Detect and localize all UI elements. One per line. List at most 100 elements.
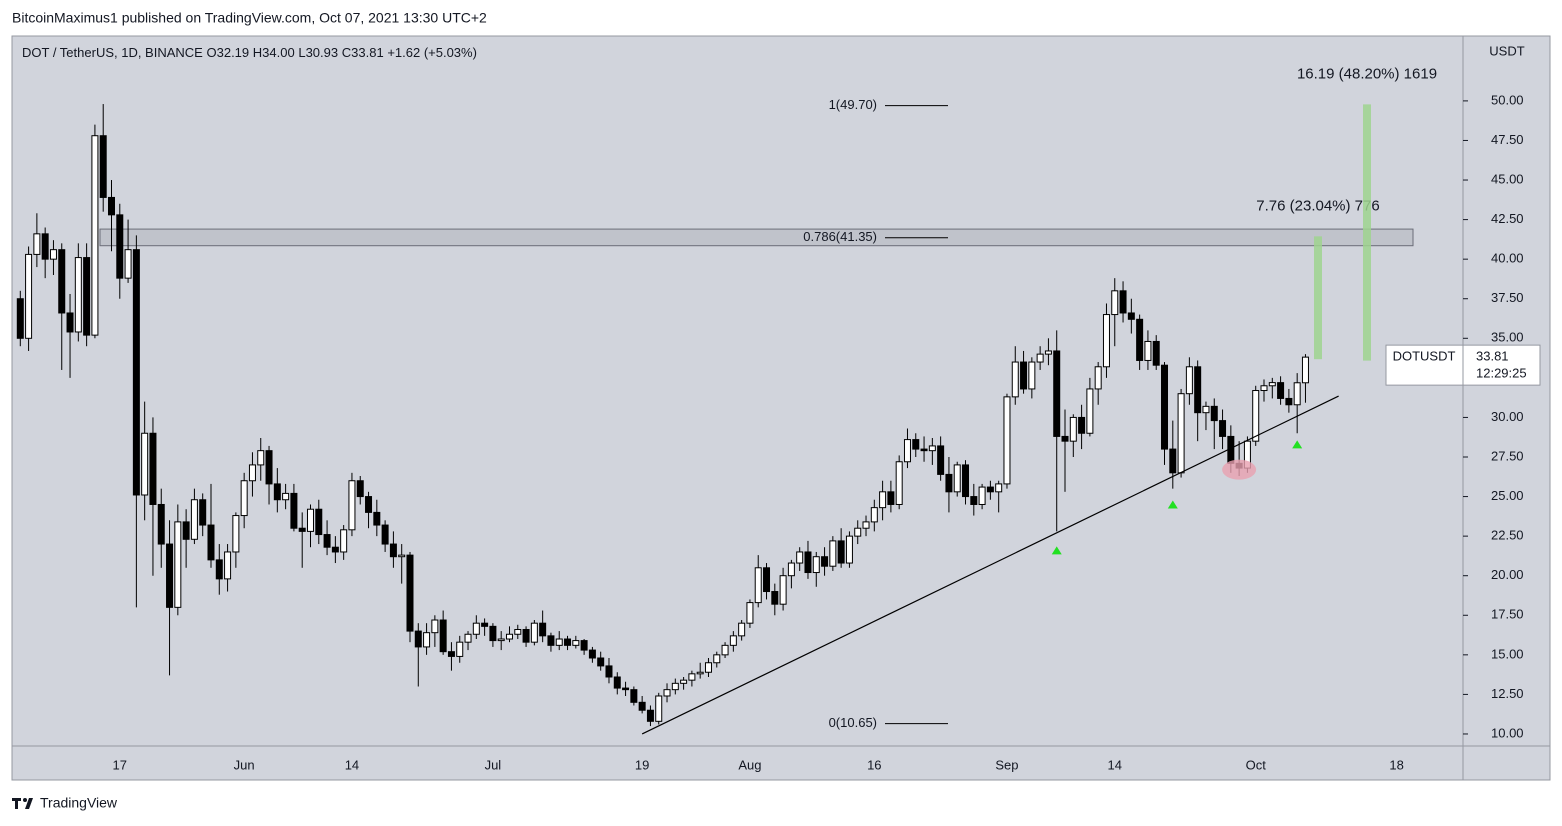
candle-body — [539, 622, 547, 637]
candle-body — [16, 298, 24, 339]
candle-body — [580, 640, 588, 651]
measure-label: 16.19 (48.20%) 1619 — [1297, 65, 1437, 82]
candle-body — [447, 651, 455, 657]
candle-body — [986, 486, 994, 493]
candle-body — [224, 551, 232, 580]
candle-body — [763, 567, 771, 593]
candle-body — [854, 527, 862, 537]
candle-body — [58, 249, 66, 314]
x-tick-label: Sep — [995, 757, 1018, 772]
candle-body — [315, 508, 323, 536]
y-tick-label: 40.00 — [1491, 251, 1524, 266]
candle-body — [25, 253, 33, 339]
candle-body — [331, 546, 339, 553]
candle-body — [116, 214, 124, 279]
y-tick-label: 20.00 — [1491, 567, 1524, 582]
candle-body — [978, 486, 986, 505]
y-tick-label: 17.50 — [1491, 607, 1524, 622]
chart-frame — [11, 35, 1551, 781]
candle-body — [182, 521, 190, 540]
candle-body — [74, 257, 82, 333]
candle-body — [66, 312, 74, 333]
candle-body — [489, 625, 497, 642]
candle-body — [290, 492, 298, 529]
x-tick-label: Aug — [738, 757, 761, 772]
candle-body — [472, 622, 480, 635]
published-line: BitcoinMaximus1 published on TradingView… — [12, 10, 487, 26]
y-tick-label: 10.00 — [1491, 725, 1524, 740]
candle-body — [248, 464, 256, 482]
candle-body — [365, 496, 373, 513]
candle-body — [1202, 405, 1210, 414]
candle-body — [555, 638, 563, 646]
ohlc-value: 32.19 — [217, 45, 250, 60]
candle-body — [945, 473, 953, 493]
candle-body — [903, 439, 911, 463]
candle-body — [862, 521, 870, 529]
candle-body — [431, 619, 439, 634]
resistance-zone — [99, 228, 1414, 247]
candle-body — [356, 480, 364, 498]
candle-body — [149, 432, 157, 505]
trendline — [641, 395, 1339, 735]
candle-body — [796, 551, 804, 564]
candle-body — [522, 629, 530, 643]
candle-body — [33, 233, 41, 255]
candle-body — [265, 450, 273, 485]
candle-body — [663, 689, 671, 697]
ohlc-value: 34.00 — [262, 45, 295, 60]
y-tick-label: 42.50 — [1491, 211, 1524, 226]
candle-body — [754, 567, 762, 604]
x-tick-label: 16 — [867, 757, 881, 772]
candle-body — [91, 135, 99, 336]
y-tick-label: 12.50 — [1491, 686, 1524, 701]
candle-body — [605, 665, 613, 678]
candle-body — [787, 562, 795, 577]
highlight-circle — [1222, 459, 1257, 480]
candle-body — [870, 507, 878, 523]
candle-body — [1268, 382, 1276, 387]
candle-body — [962, 464, 970, 498]
candle-body — [1069, 416, 1077, 442]
candle-body — [282, 492, 290, 501]
candle-body — [1277, 382, 1285, 399]
candle-body — [572, 640, 580, 646]
candle-body — [704, 662, 712, 673]
candle-body — [99, 135, 107, 198]
candle-body — [671, 682, 679, 691]
candle-body — [1260, 385, 1268, 392]
candle-body — [132, 249, 140, 496]
candle-body — [812, 556, 820, 574]
candle-body — [1020, 361, 1028, 390]
candle-body — [414, 630, 422, 648]
support-marker — [1051, 546, 1062, 555]
candle-body — [837, 540, 845, 564]
candle-body — [389, 543, 397, 558]
candle-body — [1119, 290, 1127, 314]
candle-body — [821, 556, 829, 567]
candle-body — [1078, 416, 1086, 434]
candle-body — [240, 480, 248, 517]
candle-body — [439, 619, 447, 653]
candle-body — [340, 529, 348, 553]
candle-body — [456, 641, 464, 657]
candle-body — [323, 534, 331, 548]
last-price: 33.81 — [1476, 349, 1509, 364]
candle-body — [953, 464, 961, 493]
candle-body — [597, 657, 605, 667]
candle-body — [398, 554, 406, 558]
candle-body — [970, 496, 978, 505]
candle-body — [630, 689, 638, 703]
x-tick-label: 14 — [345, 757, 359, 772]
candle-body — [481, 622, 489, 627]
candle-body — [174, 521, 182, 608]
candle-body — [887, 491, 895, 505]
candle-body — [713, 654, 721, 664]
symbol-header: DOT / TetherUS, 1D, BINANCE O32.19 H34.0… — [22, 45, 477, 60]
candle-body — [1252, 390, 1260, 442]
measure-bar — [1314, 236, 1322, 360]
brand-logo — [12, 798, 33, 809]
y-tick-label: 35.00 — [1491, 330, 1524, 345]
candle-body — [1086, 388, 1094, 434]
ohlc-key: C — [342, 45, 351, 60]
